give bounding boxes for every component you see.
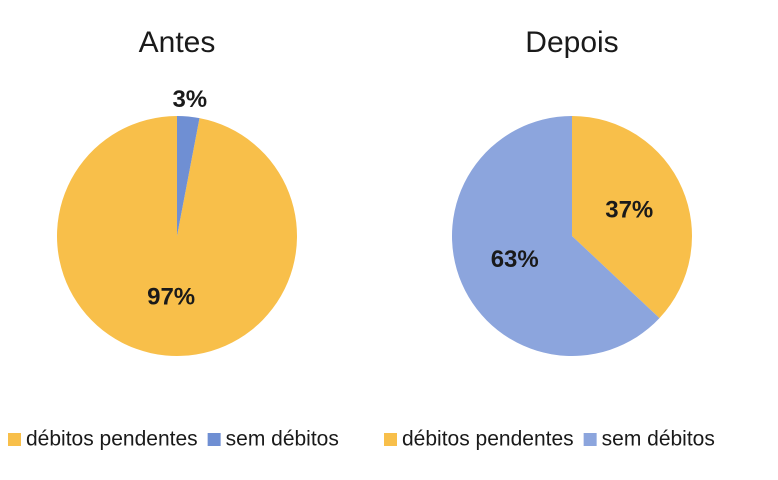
data-label: 63% <box>491 246 539 273</box>
pie-slice <box>177 116 200 236</box>
chart-title: Depois <box>525 26 618 59</box>
legend-swatch <box>8 433 21 446</box>
data-label: 37% <box>605 197 653 224</box>
legend-label: sem débitos <box>602 428 715 451</box>
legend-label: débitos pendentes <box>26 428 198 451</box>
pie-slice <box>452 116 660 356</box>
pie-slice <box>57 116 298 356</box>
legend-label: sem débitos <box>226 428 339 451</box>
data-label: 97% <box>147 283 195 310</box>
data-label: 3% <box>172 86 207 113</box>
legend-swatch <box>207 433 221 446</box>
pie-slice <box>572 116 693 319</box>
legend-swatch <box>583 433 597 446</box>
legend-swatch <box>384 433 397 446</box>
chart-title: Antes <box>139 26 216 59</box>
legend-label: débitos pendentes <box>402 428 574 451</box>
